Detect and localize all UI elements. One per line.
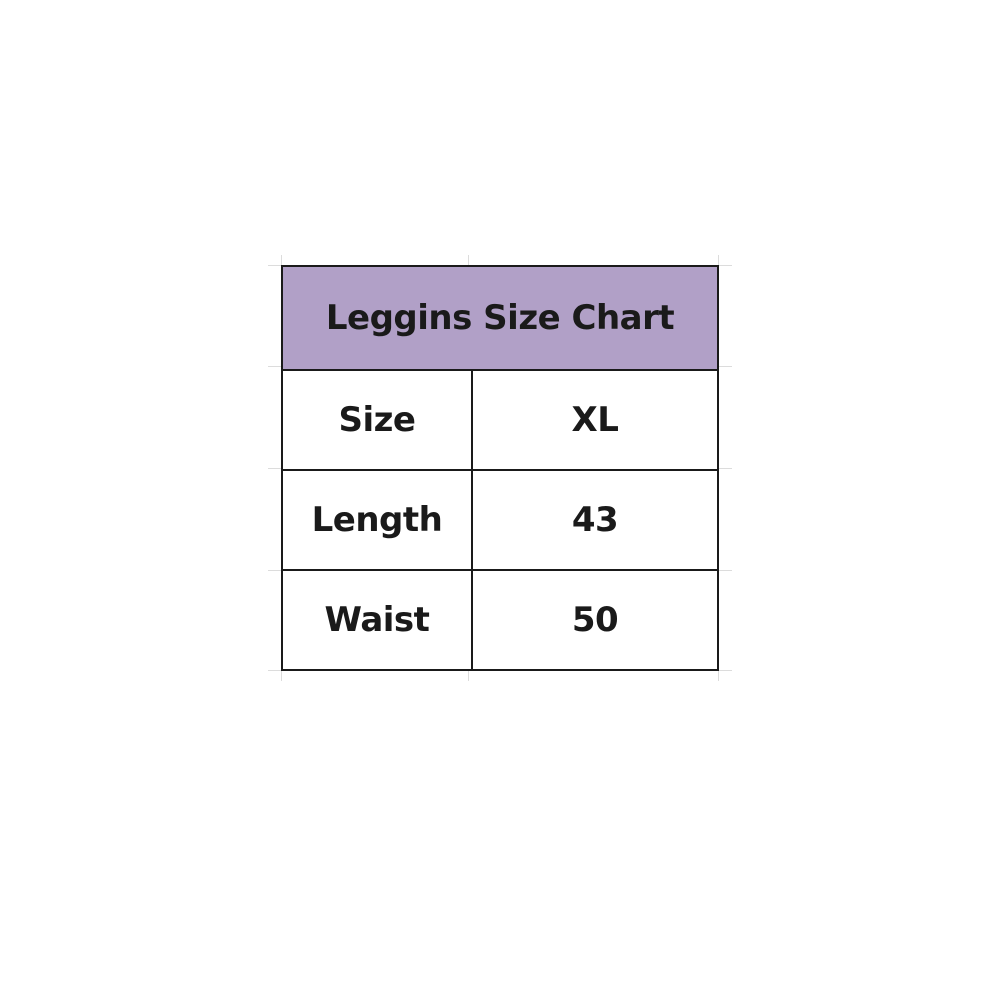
gridline	[719, 265, 732, 266]
row-label: Length	[281, 469, 473, 571]
gridline	[468, 671, 469, 681]
gridline	[719, 570, 732, 571]
table-title: Leggins Size Chart	[281, 265, 719, 371]
gridline	[719, 468, 732, 469]
gridline	[268, 670, 281, 671]
row-value: 43	[471, 469, 719, 571]
gridline	[718, 671, 719, 681]
gridline	[719, 670, 732, 671]
table-row: Length 43	[281, 469, 719, 571]
row-label: Waist	[281, 569, 473, 671]
gridline	[268, 265, 281, 266]
table-row: Waist 50	[281, 569, 719, 671]
gridline	[268, 570, 281, 571]
table-header-row: Leggins Size Chart	[281, 265, 719, 371]
gridline	[718, 255, 719, 265]
row-value: 50	[471, 569, 719, 671]
gridline	[268, 366, 281, 367]
gridline	[268, 468, 281, 469]
row-value: XL	[471, 369, 719, 471]
gridline	[281, 671, 282, 681]
gridline	[281, 255, 282, 265]
gridline	[719, 366, 732, 367]
size-chart-table: Leggins Size Chart Size XL Length 43 Wai…	[281, 265, 719, 671]
table-row: Size XL	[281, 369, 719, 471]
gridline	[468, 255, 469, 265]
row-label: Size	[281, 369, 473, 471]
